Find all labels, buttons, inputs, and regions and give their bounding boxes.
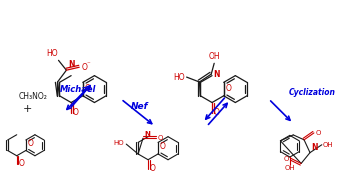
Text: OH: OH	[323, 142, 333, 148]
Text: O: O	[284, 156, 289, 162]
Text: O: O	[85, 84, 91, 93]
Text: O: O	[158, 135, 163, 141]
Text: N: N	[144, 131, 150, 137]
Text: Michael: Michael	[60, 85, 96, 94]
Text: O: O	[315, 130, 321, 136]
Text: CH₃NO₂: CH₃NO₂	[18, 92, 47, 101]
Text: HO: HO	[173, 73, 185, 82]
Text: O: O	[160, 142, 166, 151]
Text: OH: OH	[285, 165, 295, 171]
Text: O: O	[213, 108, 219, 117]
Text: Nef: Nef	[131, 102, 148, 111]
Text: ⁻: ⁻	[86, 61, 90, 67]
Text: O: O	[28, 139, 33, 148]
Text: OH: OH	[208, 52, 220, 61]
Text: O: O	[18, 159, 24, 168]
Text: HO: HO	[46, 49, 58, 58]
Text: HO: HO	[113, 140, 124, 146]
Text: O: O	[226, 84, 232, 93]
Text: O: O	[150, 164, 155, 173]
Text: O: O	[73, 108, 78, 117]
Text: N: N	[68, 60, 75, 69]
Text: N: N	[311, 143, 318, 152]
Text: N: N	[213, 70, 220, 79]
Text: O: O	[81, 63, 87, 72]
Text: +: +	[23, 104, 32, 114]
Text: Cyclization: Cyclization	[288, 88, 335, 97]
